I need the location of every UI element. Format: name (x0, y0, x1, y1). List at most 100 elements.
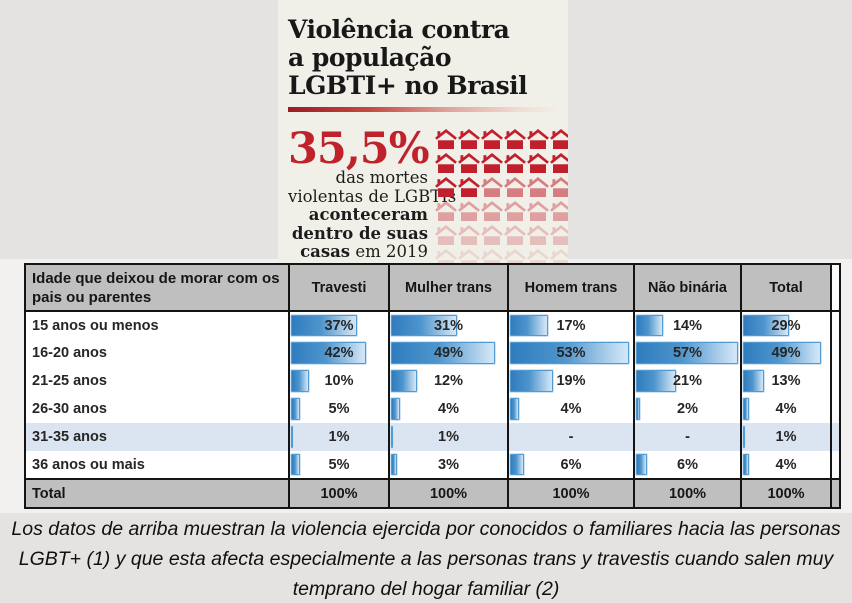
cell-value-text: 14% (672, 317, 703, 334)
data-bar (291, 454, 300, 475)
data-bar (743, 342, 822, 364)
house-icon (550, 129, 568, 149)
total-cell-value: 100% (633, 479, 741, 508)
cell-value-text: 4% (775, 456, 797, 473)
stat-text-block: 35,5% das mortes violentas de LGBTIs acont… (288, 124, 456, 264)
house-icon (481, 201, 503, 221)
data-bar (743, 370, 764, 392)
house-icon (527, 225, 549, 245)
stat-caption-line: aconteceram (288, 205, 428, 225)
stat-percentage: 35,5% (288, 124, 430, 174)
house-icon (458, 129, 480, 149)
table-edge-strip (830, 423, 840, 451)
cell-value-text: - (685, 429, 690, 445)
total-cell-value: 100% (388, 479, 508, 508)
table-cell-value: 53% (507, 339, 634, 367)
cell-value-text: 6% (677, 456, 698, 473)
data-bar (743, 454, 750, 475)
table-wrap: Idade que deixou de morar com os pais ou… (24, 263, 841, 509)
house-icon (504, 129, 526, 149)
table-cell-value: 4% (507, 395, 634, 423)
cell-value-text: 53% (556, 345, 586, 361)
total-row-label: Total (24, 479, 289, 508)
cell-value-text: 3% (438, 456, 459, 473)
house-icon (527, 201, 549, 221)
table-column-header: Total (740, 264, 831, 311)
red-underline-divider (288, 107, 560, 112)
table-row: 15 anos ou menos 37% 31% 17% 14% 29% (24, 311, 840, 339)
table-header-label: Idade que deixou de morar com os pais ou… (24, 264, 289, 311)
cell-value-text: 1% (775, 429, 797, 445)
house-icon (550, 153, 568, 173)
stat-row: 35,5% das mortes violentas de LGBTIs acont… (288, 124, 568, 264)
cell-value-text: 4% (775, 401, 797, 417)
data-bar (510, 370, 553, 392)
data-bar (510, 342, 630, 364)
table-column-header: Homem trans (507, 264, 634, 311)
cell-value-text: 17% (556, 317, 586, 334)
stat-caption-text: em 2019 (350, 242, 428, 261)
house-icon (504, 225, 526, 245)
house-icon (481, 129, 503, 149)
table-row-label: 31-35 anos (24, 423, 289, 451)
cell-value-text: 21% (672, 373, 703, 389)
cell-value-text: 6% (560, 456, 582, 473)
table-cell-value: 21% (633, 367, 741, 395)
cell-value-text: 31% (433, 317, 464, 334)
data-bar (510, 315, 549, 336)
stat-caption-text: dentro de suas (291, 223, 428, 243)
cell-value-text: 13% (771, 373, 801, 389)
house-icon (550, 249, 568, 264)
table-cell-value: 1% (740, 423, 831, 451)
house-icon (550, 201, 568, 221)
house-icon (527, 177, 549, 197)
table-cell-value: 5% (288, 451, 389, 479)
table-cell-value: 10% (288, 367, 389, 395)
table-cell-value: 4% (740, 451, 831, 479)
cell-value-text: 42% (324, 345, 354, 361)
house-icon (458, 153, 480, 173)
cell-value-text: 4% (438, 401, 459, 417)
cell-value-text: 29% (771, 317, 801, 334)
data-bar (291, 315, 357, 336)
table-cell-value: 31% (388, 311, 508, 339)
data-bar (391, 342, 496, 364)
data-bar (391, 315, 457, 336)
table-column-header: Não binária (633, 264, 741, 311)
house-icon (435, 201, 457, 221)
table-row: 26-30 anos 5% 4% 4% 2% 4% (24, 395, 840, 423)
stat-caption-text: casas (300, 242, 351, 261)
table-cell-value: 19% (507, 367, 634, 395)
data-bar (391, 398, 400, 420)
data-bar (291, 398, 300, 420)
cell-value-text: 2% (677, 401, 698, 417)
cell-value-text: 5% (328, 456, 350, 473)
table-edge-strip (830, 339, 840, 367)
house-icon (458, 201, 480, 221)
cell-value-text: 4% (560, 401, 582, 417)
house-icon (504, 177, 526, 197)
cell-value-text: - (568, 429, 574, 445)
data-bar (636, 454, 648, 475)
cell-value-text: 19% (556, 373, 586, 389)
cell-value-text: 49% (771, 345, 801, 361)
stat-caption: das mortes violentas de LGBTIs aconteceram… (288, 168, 456, 262)
stat-caption-line: violentas de LGBTIs (288, 187, 456, 207)
table-cell-value: 57% (633, 339, 741, 367)
total-cell-value: 100% (288, 479, 389, 508)
table-cell-value: 4% (388, 395, 508, 423)
total-cell-value: 100% (740, 479, 831, 508)
table-edge-strip (830, 451, 840, 479)
table-row-label: 26-30 anos (24, 395, 289, 423)
house-icon (527, 249, 549, 264)
stat-caption-line: casas em 2019 (288, 242, 428, 262)
total-cell-value: 100% (507, 479, 634, 508)
data-bar (510, 398, 520, 420)
house-icon (550, 177, 568, 197)
house-icon (481, 177, 503, 197)
data-bar (636, 370, 677, 392)
caption-text: Los datos de arriba muestran la violenci… (11, 518, 841, 600)
table-row-label: 15 anos ou menos (24, 311, 289, 339)
table-row: 21-25 anos 10% 12% 19% 21% 13% (24, 367, 840, 395)
